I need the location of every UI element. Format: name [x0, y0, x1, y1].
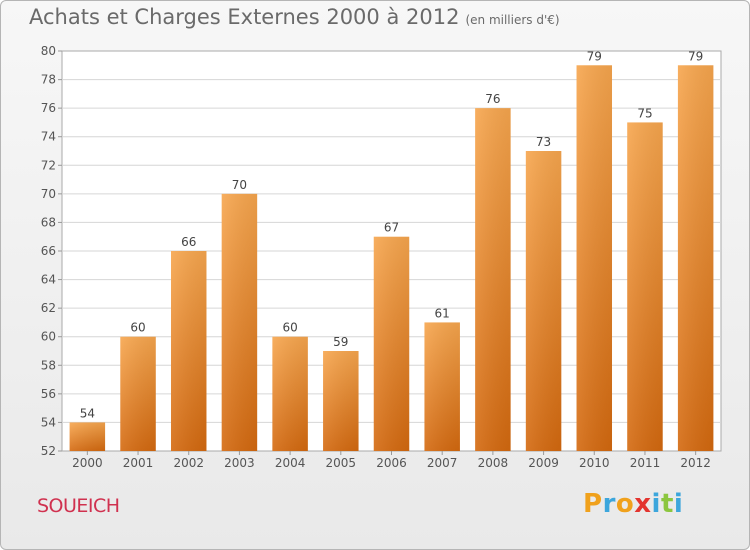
x-tick-label: 2007: [427, 456, 458, 470]
bar-shade: [627, 122, 663, 451]
x-tick-label: 2004: [275, 456, 306, 470]
bar-value-label: 79: [688, 49, 703, 63]
x-tick-label: 2008: [478, 456, 509, 470]
y-tick-label: 56: [41, 387, 56, 401]
y-tick-label: 74: [41, 130, 56, 144]
x-tick-label: 2012: [680, 456, 711, 470]
bar-value-label: 60: [130, 321, 145, 335]
logo-letter: P: [583, 489, 603, 519]
x-tick-label: 2006: [376, 456, 407, 470]
bar-value-label: 67: [384, 221, 399, 235]
title-unit: (en milliers d'€): [465, 13, 560, 27]
logo-letter: r: [602, 489, 616, 519]
commune-name: SOUEICH: [37, 495, 120, 517]
y-tick-label: 58: [41, 358, 56, 372]
y-tick-label: 60: [41, 330, 56, 344]
bar-shade: [120, 336, 156, 451]
bar-shade: [69, 422, 106, 451]
x-axis-ticks: 2000 2001 2002 2003 2004 2005 2006 2007 2008 2009…: [72, 451, 711, 470]
logo-letter: x: [634, 489, 652, 519]
x-tick-label: 2003: [224, 456, 255, 470]
x-tick-label: 2011: [630, 456, 661, 470]
bar-shade: [424, 322, 460, 451]
bar-shade: [373, 236, 410, 451]
logo-letter: i: [651, 489, 661, 519]
title-text: Achats et Charges Externes 2000 à 2012: [29, 5, 460, 29]
y-tick-label: 70: [41, 187, 56, 201]
x-tick-label: 2001: [123, 456, 154, 470]
bar-value-label: 70: [232, 178, 247, 192]
x-tick-label: 2005: [326, 456, 357, 470]
y-tick-label: 78: [41, 73, 56, 87]
bar-value-label: 79: [587, 49, 602, 63]
chart-title: Achats et Charges Externes 2000 à 2012 (e…: [29, 5, 560, 29]
y-tick-label: 68: [41, 215, 56, 229]
bar-shade: [272, 336, 308, 451]
y-tick-label: 52: [41, 444, 56, 458]
bar-shade: [170, 251, 207, 451]
bar-value-label: 60: [282, 321, 297, 335]
bar-value-label: 75: [637, 106, 652, 120]
proxiti-logo: Proxiti: [583, 489, 683, 519]
y-tick-label: 76: [41, 101, 56, 115]
bar-value-label: 73: [536, 135, 551, 149]
y-tick-label: 54: [41, 415, 56, 429]
y-tick-label: 62: [41, 301, 56, 315]
y-tick-label: 72: [41, 158, 56, 172]
bar-shade: [677, 65, 714, 452]
logo-letter: t: [660, 489, 674, 519]
y-tick-label: 64: [41, 273, 56, 287]
x-tick-label: 2000: [72, 456, 103, 470]
x-tick-label: 2009: [528, 456, 559, 470]
bar-value-label: 54: [80, 406, 95, 420]
value-labels: 54 60 66 70 60 59 67 61 76 73 79 75 79: [80, 49, 704, 420]
bars: [69, 65, 714, 452]
y-tick-label: 66: [41, 244, 56, 258]
y-tick-label: 80: [41, 44, 56, 58]
bar-shade: [525, 151, 562, 451]
bar-value-label: 76: [485, 92, 500, 106]
bar-value-label: 59: [333, 335, 348, 349]
bar-shade: [323, 351, 359, 451]
bar-value-label: 66: [181, 235, 196, 249]
bar-shade: [576, 65, 613, 452]
x-tick-label: 2002: [173, 456, 204, 470]
y-axis-ticks: 52 54 56 58 60 62 64 66 68 70 72 74 76 78 80: [41, 44, 62, 458]
bar-shade: [221, 193, 258, 451]
bar-shade: [475, 108, 511, 452]
bar-value-label: 61: [435, 306, 450, 320]
logo-letter: o: [615, 489, 635, 519]
logo-letter: i: [673, 489, 684, 519]
x-tick-label: 2010: [579, 456, 610, 470]
